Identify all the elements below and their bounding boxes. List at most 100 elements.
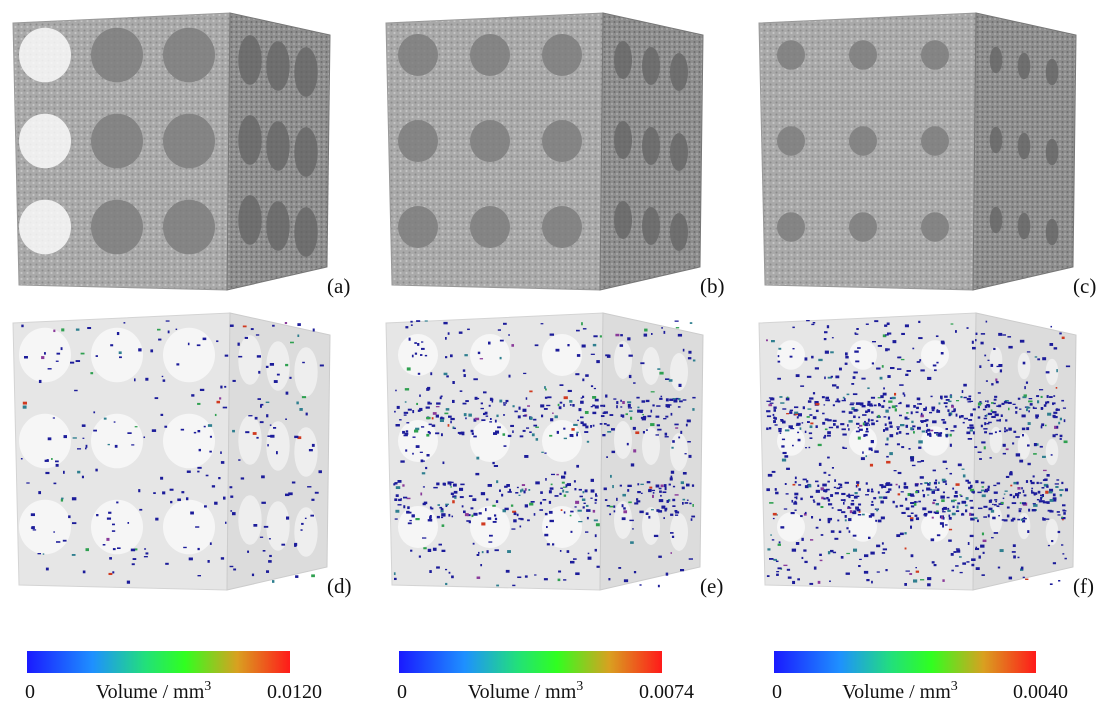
- pore: [681, 481, 684, 484]
- pore: [932, 420, 936, 423]
- pore: [446, 375, 449, 377]
- pore: [837, 520, 839, 522]
- pore: [517, 577, 521, 579]
- pore: [503, 414, 505, 416]
- pore: [825, 429, 828, 431]
- pore: [595, 399, 599, 402]
- pore: [822, 396, 825, 398]
- pore: [511, 344, 514, 347]
- pore: [621, 414, 623, 417]
- pore: [520, 526, 522, 528]
- pore: [994, 396, 997, 398]
- pore: [864, 571, 868, 574]
- pore: [637, 483, 639, 485]
- pore: [878, 404, 881, 406]
- pore: [1061, 544, 1063, 545]
- pore: [243, 326, 247, 328]
- pore: [216, 340, 218, 342]
- cube-render: (b): [386, 13, 725, 298]
- pore: [970, 427, 974, 429]
- pore: [543, 499, 547, 501]
- pore: [61, 328, 64, 331]
- pore: [1051, 540, 1053, 542]
- pore: [794, 406, 798, 408]
- pore: [158, 339, 161, 341]
- pore: [941, 352, 944, 354]
- pore: [989, 433, 993, 435]
- pore: [923, 408, 926, 411]
- pore: [874, 450, 878, 452]
- side-hole: [614, 121, 632, 159]
- pore: [83, 438, 85, 439]
- pore: [651, 333, 653, 335]
- pore: [595, 495, 598, 496]
- pore: [994, 532, 998, 534]
- pore: [926, 424, 928, 427]
- pore: [522, 484, 525, 486]
- pore: [496, 480, 498, 483]
- pore: [1031, 492, 1034, 494]
- pore: [962, 469, 965, 470]
- pore: [429, 424, 432, 426]
- pore: [639, 511, 643, 514]
- pore: [641, 493, 643, 494]
- colorbar-exponent: 3: [951, 679, 958, 694]
- pore: [1055, 434, 1058, 435]
- pore: [512, 585, 515, 586]
- pore: [978, 416, 981, 418]
- colorbar: [399, 651, 662, 673]
- pore: [73, 437, 77, 438]
- pore: [77, 448, 81, 449]
- pore: [252, 574, 254, 577]
- pore: [582, 396, 584, 398]
- pore: [858, 565, 861, 567]
- pore: [429, 516, 431, 519]
- pore: [964, 397, 967, 398]
- pore: [806, 480, 808, 483]
- pore: [866, 579, 869, 581]
- pore: [629, 520, 633, 521]
- pore: [935, 486, 937, 488]
- pore: [951, 570, 954, 572]
- pore: [448, 514, 450, 517]
- pore: [1056, 479, 1059, 480]
- pore: [692, 397, 695, 399]
- pore: [396, 486, 400, 489]
- pore: [421, 426, 424, 427]
- pore: [858, 417, 860, 419]
- pore: [839, 487, 842, 488]
- pore: [443, 462, 445, 465]
- pore: [45, 460, 49, 462]
- pore: [258, 398, 261, 400]
- pore: [416, 445, 420, 448]
- pore: [845, 356, 848, 358]
- pore: [977, 492, 981, 494]
- pore: [217, 401, 221, 404]
- side-hole: [614, 201, 632, 239]
- pore: [221, 557, 224, 559]
- pore: [627, 485, 631, 487]
- pore: [797, 432, 799, 433]
- pore: [1013, 496, 1015, 499]
- pore: [825, 351, 829, 354]
- pore: [934, 564, 937, 566]
- pore: [692, 504, 694, 507]
- pore: [921, 421, 924, 423]
- pore: [1001, 414, 1003, 417]
- pore: [450, 418, 454, 420]
- pore: [181, 491, 184, 493]
- pore: [24, 356, 28, 359]
- pore: [529, 391, 532, 393]
- pore: [1058, 580, 1060, 582]
- pore: [1031, 488, 1033, 489]
- pore: [591, 489, 595, 492]
- pore: [551, 484, 553, 486]
- pore: [888, 401, 892, 403]
- pore: [809, 432, 812, 434]
- pore: [1035, 414, 1039, 417]
- pore: [956, 400, 959, 401]
- pore: [266, 402, 270, 403]
- pore: [985, 401, 987, 402]
- hole: [849, 40, 877, 69]
- pore: [230, 486, 233, 488]
